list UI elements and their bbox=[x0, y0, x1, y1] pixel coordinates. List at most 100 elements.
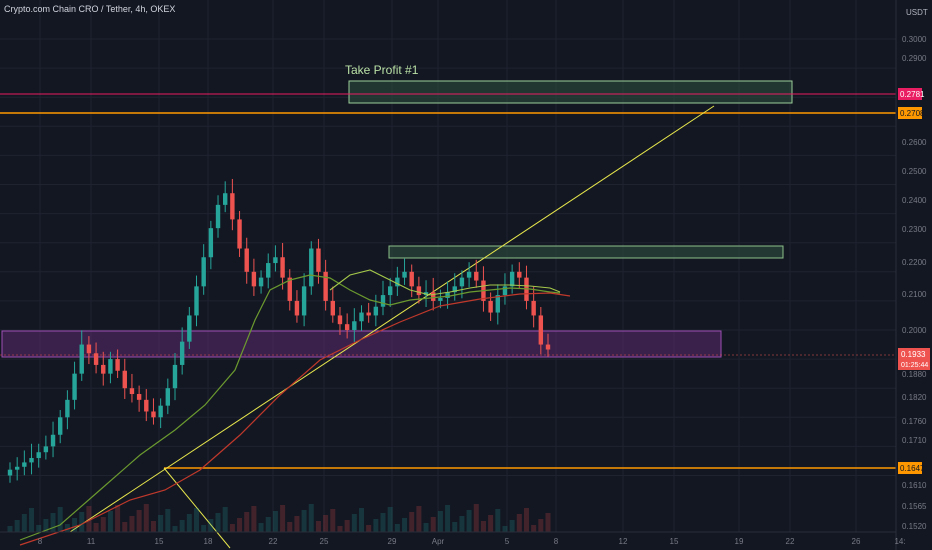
candle-bullish[interactable] bbox=[395, 277, 400, 287]
candle-bullish[interactable] bbox=[14, 466, 20, 470]
candle-bearish[interactable] bbox=[294, 300, 300, 316]
time-tick: 18 bbox=[204, 537, 213, 546]
candle-bullish[interactable] bbox=[301, 286, 307, 316]
candle-bearish[interactable] bbox=[251, 271, 257, 287]
candle-bullish[interactable] bbox=[58, 417, 63, 435]
candle-bullish[interactable] bbox=[79, 344, 84, 374]
candle-bearish[interactable] bbox=[237, 219, 242, 249]
candle-bullish[interactable] bbox=[165, 388, 171, 406]
candle-bearish[interactable] bbox=[416, 286, 422, 296]
level-badge-orange-lower[interactable] bbox=[898, 462, 922, 474]
volume-bar bbox=[358, 508, 364, 532]
candle-bullish[interactable] bbox=[373, 306, 379, 316]
candle-bearish[interactable] bbox=[337, 315, 343, 325]
trendline-ascending-long[interactable] bbox=[69, 105, 715, 533]
candle-bearish[interactable] bbox=[517, 271, 522, 278]
resistance-zone[interactable] bbox=[388, 245, 784, 259]
trendline-from-low[interactable] bbox=[163, 467, 231, 549]
candle-bearish[interactable] bbox=[93, 353, 99, 365]
candle-bearish[interactable] bbox=[144, 399, 149, 412]
volume-bar bbox=[344, 520, 350, 532]
candle-bullish[interactable] bbox=[466, 271, 472, 278]
candle-bullish[interactable] bbox=[158, 405, 163, 418]
candle-bullish[interactable] bbox=[452, 286, 457, 293]
volume-bar bbox=[495, 509, 501, 532]
candle-bearish[interactable] bbox=[230, 193, 235, 220]
candle-bullish[interactable] bbox=[223, 193, 228, 205]
candle-bullish[interactable] bbox=[273, 257, 278, 264]
volume-bar bbox=[86, 506, 92, 532]
candle-bullish[interactable] bbox=[22, 462, 27, 467]
candle-bullish[interactable] bbox=[445, 292, 450, 298]
volume-bar bbox=[459, 516, 465, 532]
candle-bearish[interactable] bbox=[531, 300, 536, 316]
candle-bearish[interactable] bbox=[538, 315, 544, 345]
candle-bullish[interactable] bbox=[187, 315, 192, 342]
candle-bearish[interactable] bbox=[129, 388, 135, 395]
candle-bullish[interactable] bbox=[495, 295, 500, 313]
candle-bearish[interactable] bbox=[136, 394, 142, 400]
candle-bearish[interactable] bbox=[330, 300, 335, 316]
candle-bearish[interactable] bbox=[115, 359, 120, 371]
volume-bar bbox=[14, 520, 20, 532]
candle-bullish[interactable] bbox=[359, 312, 364, 322]
candle-bearish[interactable] bbox=[545, 344, 551, 350]
level-badge-orange-upper[interactable] bbox=[898, 107, 922, 119]
candle-bullish[interactable] bbox=[172, 364, 178, 389]
candle-bearish[interactable] bbox=[316, 248, 321, 272]
candle-bullish[interactable] bbox=[65, 399, 70, 418]
take-profit-zone[interactable] bbox=[348, 80, 793, 104]
candle-bearish[interactable] bbox=[287, 277, 292, 301]
candle-bullish[interactable] bbox=[402, 271, 407, 278]
last-price-badge[interactable] bbox=[898, 348, 930, 370]
candle-bullish[interactable] bbox=[208, 228, 214, 258]
candle-bearish[interactable] bbox=[280, 257, 285, 278]
candle-bullish[interactable] bbox=[266, 263, 271, 278]
candle-bullish[interactable] bbox=[108, 359, 113, 374]
candle-bullish[interactable] bbox=[29, 458, 34, 463]
candle-bullish[interactable] bbox=[380, 295, 386, 307]
volume-bar bbox=[122, 522, 128, 532]
candle-bearish[interactable] bbox=[101, 364, 106, 374]
candle-bullish[interactable] bbox=[215, 204, 221, 229]
candle-bullish[interactable] bbox=[509, 271, 515, 287]
volume-bar bbox=[516, 514, 522, 532]
volume-bar bbox=[430, 517, 436, 532]
candle-bullish[interactable] bbox=[387, 286, 393, 296]
candle-bearish[interactable] bbox=[323, 271, 328, 301]
candle-bullish[interactable] bbox=[438, 297, 443, 301]
candle-bullish[interactable] bbox=[36, 452, 41, 459]
candle-bearish[interactable] bbox=[86, 344, 92, 354]
candle-bullish[interactable] bbox=[50, 434, 56, 447]
price-tick: 0.2000 bbox=[902, 326, 927, 335]
candle-bullish[interactable] bbox=[309, 248, 314, 287]
candle-bearish[interactable] bbox=[244, 248, 249, 272]
candle-bearish[interactable] bbox=[366, 312, 371, 316]
candle-bearish[interactable] bbox=[122, 370, 127, 389]
candle-bearish[interactable] bbox=[474, 271, 479, 281]
countdown-text: 01:25:44 bbox=[901, 362, 928, 369]
candle-bearish[interactable] bbox=[151, 411, 156, 418]
candle-bullish[interactable] bbox=[43, 446, 49, 453]
candle-bearish[interactable] bbox=[409, 271, 414, 287]
candle-bullish[interactable] bbox=[258, 277, 264, 287]
candle-bullish[interactable] bbox=[459, 277, 465, 287]
candle-bearish[interactable] bbox=[431, 292, 436, 301]
price-tick: 0.1565 bbox=[902, 502, 927, 511]
candle-bullish[interactable] bbox=[179, 341, 185, 365]
volume-bar bbox=[244, 512, 250, 532]
candle-bullish[interactable] bbox=[72, 373, 77, 400]
candle-bullish[interactable] bbox=[502, 286, 508, 296]
candle-bullish[interactable] bbox=[194, 286, 199, 316]
candle-bearish[interactable] bbox=[488, 300, 493, 313]
support-zone[interactable] bbox=[1, 330, 722, 358]
price-tick: 0.1820 bbox=[902, 393, 927, 402]
candle-bullish[interactable] bbox=[201, 257, 206, 287]
volume-bar bbox=[337, 526, 343, 532]
candle-bullish[interactable] bbox=[7, 469, 13, 476]
candle-bullish[interactable] bbox=[352, 321, 357, 330]
candle-bearish[interactable] bbox=[344, 324, 350, 330]
volume-bar bbox=[36, 525, 42, 532]
level-badge-pink[interactable] bbox=[898, 88, 922, 100]
